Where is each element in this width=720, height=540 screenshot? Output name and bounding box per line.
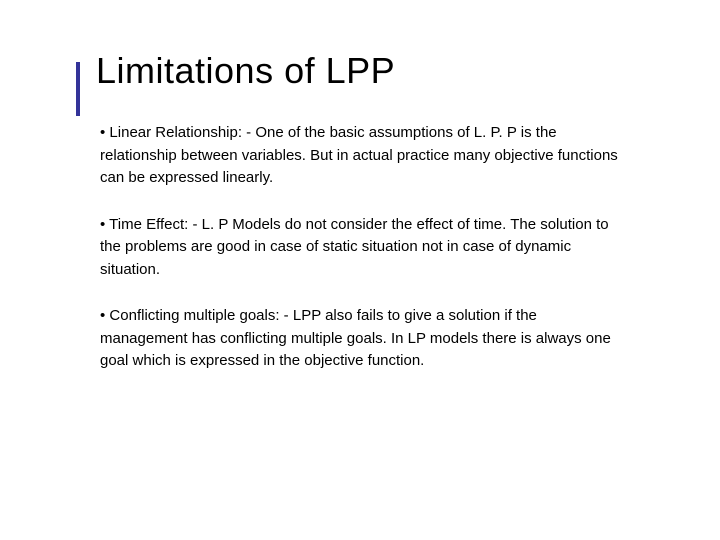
bullet-text: Time Effect: - L. P Models do not consid… <box>100 216 609 278</box>
title-accent-bar <box>76 62 80 116</box>
bullet-text: Linear Relationship: - One of the basic … <box>100 124 618 186</box>
bullet-item: • Time Effect: - L. P Models do not cons… <box>100 214 620 282</box>
bullet-text: Conflicting multiple goals: - LPP also f… <box>100 307 611 369</box>
bullet-item: • Linear Relationship: - One of the basi… <box>100 122 620 190</box>
slide-title: Limitations of LPP <box>96 50 630 92</box>
slide-body: • Linear Relationship: - One of the basi… <box>100 122 630 373</box>
bullet-item: • Conflicting multiple goals: - LPP also… <box>100 305 620 373</box>
